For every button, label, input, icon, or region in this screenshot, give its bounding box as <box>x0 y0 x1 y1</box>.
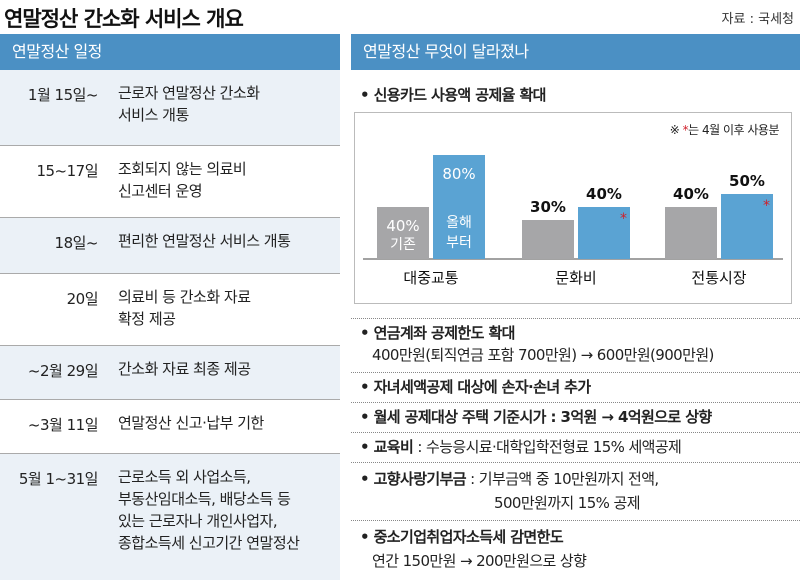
category-label: 대중교통 <box>403 269 458 287</box>
education-title: • 교육비 <box>360 438 414 456</box>
schedule-desc: 의료비 등 간소화 자료 확정 제공 <box>118 288 251 328</box>
divider <box>351 372 800 373</box>
hometown-detail: : 기부금액 중 10만원까지 전액, <box>466 470 659 488</box>
schedule-date: 18일~ <box>54 234 99 252</box>
pension-title: • 연금계좌 공제한도 확대 <box>360 324 515 342</box>
bar-after <box>433 155 485 259</box>
category-label: 문화비 <box>555 269 596 287</box>
divider <box>351 318 800 319</box>
schedule-table: 1월 15일~ 근로자 연말정산 간소화 서비스 개통 15~17일 조회되지 … <box>0 70 340 580</box>
sme-detail: 연간 150만원 → 200만원으로 상향 <box>372 552 587 570</box>
schedule-date: 1월 15일~ <box>27 86 99 104</box>
schedule-heading: 연말정산 일정 <box>0 34 340 70</box>
child-credit-item: • 자녀세액공제 대상에 손자·손녀 추가 <box>360 376 591 397</box>
divider <box>351 520 800 521</box>
hometown-detail-2: 500만원까지 15% 공제 <box>494 494 641 512</box>
divider <box>351 432 800 433</box>
schedule-date: 20일 <box>66 290 99 308</box>
schedule-row: 20일 의료비 등 간소화 자료 확정 제공 <box>0 274 340 346</box>
schedule-row: ~3월 11일 연말정산 신고·납부 기한 <box>0 400 340 454</box>
sme-title: • 중소기업취업자소득세 감면한도 <box>360 528 564 546</box>
schedule-desc: 연말정산 신고·납부 기한 <box>118 414 264 432</box>
bar-value-label: 30% <box>530 198 566 216</box>
schedule-date: ~3월 11일 <box>27 416 99 434</box>
schedule-desc: 간소화 자료 최종 제공 <box>118 360 251 378</box>
bar-value-label: 40% <box>673 185 709 203</box>
bar-after <box>578 207 630 259</box>
card-deduction-title: • 신용카드 사용액 공제율 확대 <box>360 86 546 104</box>
divider <box>351 462 800 463</box>
rent-item: • 월세 공제대상 주택 기준시가 : 3억원 → 4억원으로 상향 <box>360 406 712 427</box>
bar-value-label: 40% <box>586 185 622 203</box>
schedule-date: 15~17일 <box>36 162 98 180</box>
bar-after <box>721 194 773 259</box>
inbar-label-after: 올해 <box>446 215 472 231</box>
bar-value-label: 40% <box>386 217 419 235</box>
hometown-item: • 고향사랑기부금 : 기부금액 중 10만원까지 전액, <box>360 468 659 489</box>
schedule-desc: 편리한 연말정산 서비스 개통 <box>118 232 291 250</box>
education-detail: : 수능응시료·대학입학전형료 15% 세액공제 <box>413 438 682 456</box>
schedule-row: 15~17일 조회되지 않는 의료비 신고센터 운영 <box>0 146 340 218</box>
inbar-label-before: 기존 <box>390 237 416 253</box>
schedule-date: ~2월 29일 <box>27 362 99 380</box>
note-text: 는 4월 이후 사용분 <box>688 123 779 137</box>
pension-detail: 400만원(퇴직연금 포함 700만원) → 600만원(900만원) <box>372 346 714 364</box>
schedule-desc: 근로소득 외 사업소득, 부동산임대소득, 배당소득 등 있는 근로자나 개인사… <box>118 468 300 552</box>
pension-item: • 연금계좌 공제한도 확대 <box>360 322 515 343</box>
schedule-row: 5월 1~31일 근로소득 외 사업소득, 부동산임대소득, 배당소득 등 있는… <box>0 454 340 580</box>
rent-title: • 월세 공제대상 주택 기준시가 : 3억원 → 4억원으로 상향 <box>360 408 712 426</box>
schedule-row: 18일~ 편리한 연말정산 서비스 개통 <box>0 218 340 274</box>
changes-heading: 연말정산 무엇이 달라졌나 <box>351 34 800 70</box>
schedule-date: 5월 1~31일 <box>18 470 99 488</box>
bar-value-label: 50% <box>729 172 765 190</box>
education-item: • 교육비 : 수능응시료·대학입학전형료 15% 세액공제 <box>360 436 682 457</box>
schedule-desc: 근로자 연말정산 간소화 서비스 개통 <box>118 84 260 124</box>
divider <box>351 402 800 403</box>
hometown-title: • 고향사랑기부금 <box>360 470 467 488</box>
schedule-row: 1월 15일~ 근로자 연말정산 간소화 서비스 개통 <box>0 70 340 146</box>
bar-before <box>377 207 429 259</box>
chart-box: ※ *는 4월 이후 사용분 40% 80% 대중교통 30% 40% * 문화비 40% 50… <box>354 112 792 304</box>
bar-before <box>665 207 717 259</box>
bar-before <box>522 220 574 259</box>
note-star: * <box>682 123 689 137</box>
source-label: 자료 : 국세청 <box>721 12 794 27</box>
category-label: 전통시장 <box>691 269 746 287</box>
star-mark: * <box>763 198 770 214</box>
inbar-label-after: 부터 <box>446 235 472 251</box>
sme-item: • 중소기업취업자소득세 감면한도 <box>360 526 564 547</box>
page-title: 연말정산 간소화 서비스 개요 <box>4 7 244 31</box>
schedule-desc: 조회되지 않는 의료비 신고센터 운영 <box>118 160 247 200</box>
child-credit-title: • 자녀세액공제 대상에 손자·손녀 추가 <box>360 378 591 396</box>
note-mark: ※ <box>669 123 680 137</box>
schedule-row: ~2월 29일 간소화 자료 최종 제공 <box>0 346 340 400</box>
bar-value-label: 80% <box>442 165 475 183</box>
chart-note: ※ *는 4월 이후 사용분 <box>669 121 780 138</box>
star-mark: * <box>620 211 627 227</box>
